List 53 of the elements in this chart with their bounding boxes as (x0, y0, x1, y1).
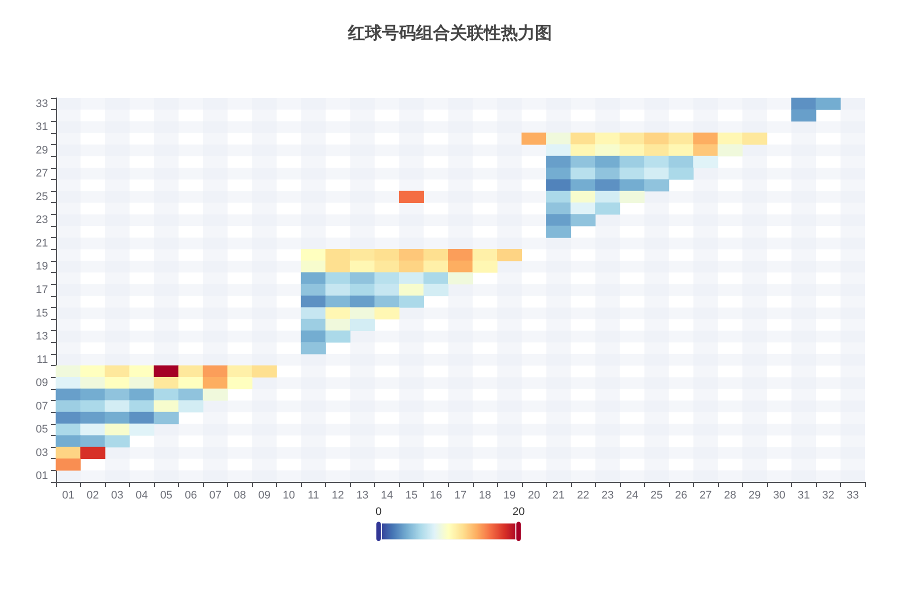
x-tick-label: 12 (332, 490, 344, 502)
y-tick-label: 15 (36, 307, 48, 320)
y-tick-label: 31 (36, 121, 48, 134)
x-tick-label: 10 (282, 490, 296, 502)
x-tick-label: 01 (62, 490, 74, 502)
y-tick-label: 07 (36, 400, 48, 412)
y-tick-label: 13 (36, 330, 48, 343)
x-tick-label: 28 (724, 490, 736, 502)
y-tick-label: 01 (36, 470, 48, 482)
y-tick-label: 29 (36, 144, 48, 156)
y-tick-label: 27 (36, 168, 48, 180)
x-tick-label: 06 (184, 490, 197, 502)
y-tick-label: 03 (36, 446, 48, 459)
y-tick-label: 17 (36, 284, 48, 296)
x-tick-label: 04 (136, 490, 148, 502)
y-tick-label: 11 (36, 354, 48, 366)
y-tick-label: 33 (36, 98, 48, 110)
x-tick-label: 08 (234, 490, 246, 502)
x-tick-label: 29 (748, 490, 761, 502)
color-bar-label: 0 (376, 506, 382, 518)
x-tick-label: 17 (454, 490, 467, 502)
y-tick-label: 21 (36, 237, 48, 250)
x-tick-label: 15 (405, 490, 418, 502)
x-tick-label: 23 (601, 490, 614, 502)
x-tick-label: 07 (209, 490, 222, 502)
y-tick-label: 05 (36, 424, 48, 436)
x-tick-label: 05 (160, 490, 172, 502)
chart-title: 红球号码组合关联性热力图 (347, 24, 552, 44)
x-tick-label: 33 (846, 490, 859, 502)
x-tick-label: 20 (528, 490, 540, 502)
x-tick-label: 30 (773, 490, 786, 502)
x-tick-label: 02 (86, 490, 99, 502)
x-tick-label: 13 (356, 490, 369, 502)
x-tick-label: 03 (111, 490, 124, 502)
x-tick-label: 11 (308, 490, 320, 502)
x-tick-label: 18 (478, 490, 492, 502)
y-tick-label: 23 (36, 214, 48, 226)
x-tick-label: 16 (430, 490, 442, 502)
color-bar-label: 20 (512, 506, 525, 518)
x-tick-label: 31 (798, 490, 810, 502)
y-tick-label: 19 (36, 260, 48, 273)
x-tick-label: 27 (700, 490, 712, 502)
x-tick-label: 25 (650, 490, 663, 502)
x-tick-label: 32 (822, 490, 834, 502)
x-tick-label: 22 (576, 490, 590, 502)
x-tick-label: 26 (675, 490, 688, 502)
y-tick-label: 09 (36, 377, 48, 390)
y-tick-label: 25 (36, 190, 48, 203)
x-tick-label: 14 (380, 490, 394, 502)
x-tick-label: 21 (552, 490, 565, 502)
x-tick-label: 24 (626, 490, 638, 502)
x-tick-label: 19 (503, 490, 516, 502)
x-tick-label: 09 (258, 490, 271, 502)
